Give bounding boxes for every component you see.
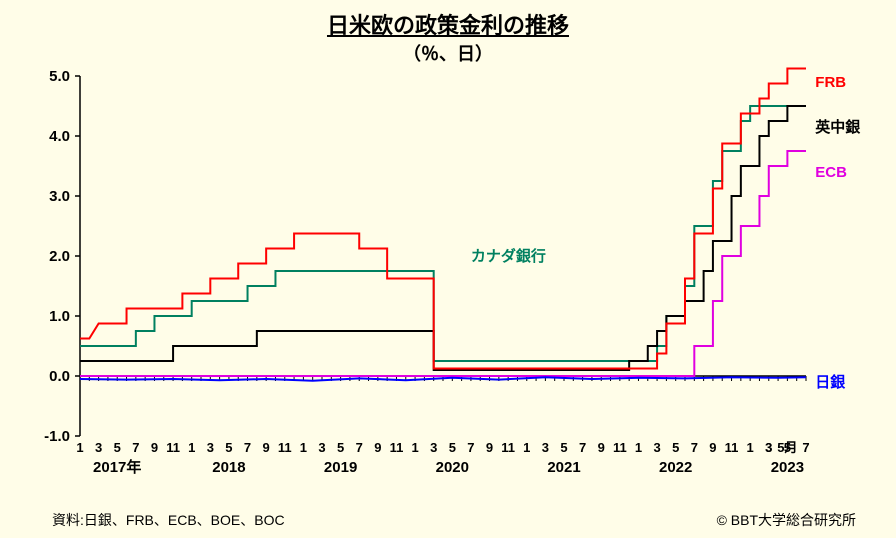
svg-text:1: 1 <box>411 440 418 455</box>
svg-text:0.0: 0.0 <box>49 368 70 385</box>
svg-text:5: 5 <box>560 440 567 455</box>
svg-text:英中銀: 英中銀 <box>815 118 860 136</box>
svg-text:11: 11 <box>725 440 739 455</box>
svg-text:2018: 2018 <box>212 459 245 476</box>
svg-text:3: 3 <box>542 440 549 455</box>
svg-text:3: 3 <box>318 440 325 455</box>
chart-container: -1.00.01.02.03.04.05.0135791113579111357… <box>0 66 896 506</box>
svg-text:7: 7 <box>467 440 474 455</box>
svg-text:11: 11 <box>278 440 292 455</box>
svg-text:11: 11 <box>613 440 627 455</box>
svg-text:9: 9 <box>486 440 493 455</box>
svg-text:9: 9 <box>709 440 716 455</box>
svg-text:ECB: ECB <box>815 164 847 181</box>
source-label: 資料:日銀、FRB、ECB、BOE、BOC <box>52 510 285 530</box>
svg-text:4.0: 4.0 <box>49 128 70 145</box>
svg-text:7: 7 <box>244 440 251 455</box>
svg-text:1: 1 <box>300 440 307 455</box>
svg-text:5: 5 <box>114 440 121 455</box>
svg-text:1.0: 1.0 <box>49 308 70 325</box>
svg-text:3: 3 <box>207 440 214 455</box>
svg-text:9: 9 <box>263 440 270 455</box>
svg-text:5.0: 5.0 <box>49 68 70 85</box>
svg-text:9: 9 <box>598 440 605 455</box>
svg-text:5: 5 <box>225 440 232 455</box>
svg-text:7: 7 <box>579 440 586 455</box>
svg-text:2021: 2021 <box>547 459 580 476</box>
svg-text:2.0: 2.0 <box>49 248 70 265</box>
svg-text:3: 3 <box>95 440 102 455</box>
svg-text:1: 1 <box>76 440 83 455</box>
svg-text:5: 5 <box>672 440 679 455</box>
svg-text:2019: 2019 <box>324 459 357 476</box>
svg-text:日銀: 日銀 <box>815 373 845 391</box>
svg-text:7: 7 <box>132 440 139 455</box>
svg-text:1: 1 <box>188 440 195 455</box>
svg-text:3: 3 <box>653 440 660 455</box>
svg-text:FRB: FRB <box>815 74 846 91</box>
svg-text:3: 3 <box>430 440 437 455</box>
svg-text:カナダ銀行: カナダ銀行 <box>471 247 546 265</box>
svg-text:2022: 2022 <box>659 459 692 476</box>
svg-text:-1.0: -1.0 <box>44 428 70 445</box>
svg-text:7: 7 <box>691 440 698 455</box>
chart-title: 日米欧の政策金利の推移 <box>0 0 896 40</box>
svg-text:3: 3 <box>765 440 772 455</box>
svg-text:1: 1 <box>635 440 642 455</box>
svg-text:1: 1 <box>523 440 530 455</box>
svg-text:11: 11 <box>390 440 404 455</box>
svg-text:5: 5 <box>337 440 344 455</box>
chart-subtitle: （％、日） <box>0 40 896 66</box>
copyright-label: © BBT大学総合研究所 <box>717 510 856 530</box>
svg-text:9: 9 <box>374 440 381 455</box>
svg-text:2017年: 2017年 <box>93 458 141 476</box>
svg-text:3.0: 3.0 <box>49 188 70 205</box>
svg-text:5月: 5月 <box>777 440 797 455</box>
policy-rate-chart: -1.00.01.02.03.04.05.0135791113579111357… <box>0 66 896 506</box>
svg-text:2023: 2023 <box>771 459 804 476</box>
svg-text:11: 11 <box>166 440 180 455</box>
svg-text:1: 1 <box>747 440 754 455</box>
svg-text:9: 9 <box>151 440 158 455</box>
svg-text:2020: 2020 <box>436 459 469 476</box>
svg-text:5: 5 <box>449 440 456 455</box>
svg-text:11: 11 <box>501 440 515 455</box>
svg-text:7: 7 <box>802 440 809 455</box>
svg-text:7: 7 <box>356 440 363 455</box>
